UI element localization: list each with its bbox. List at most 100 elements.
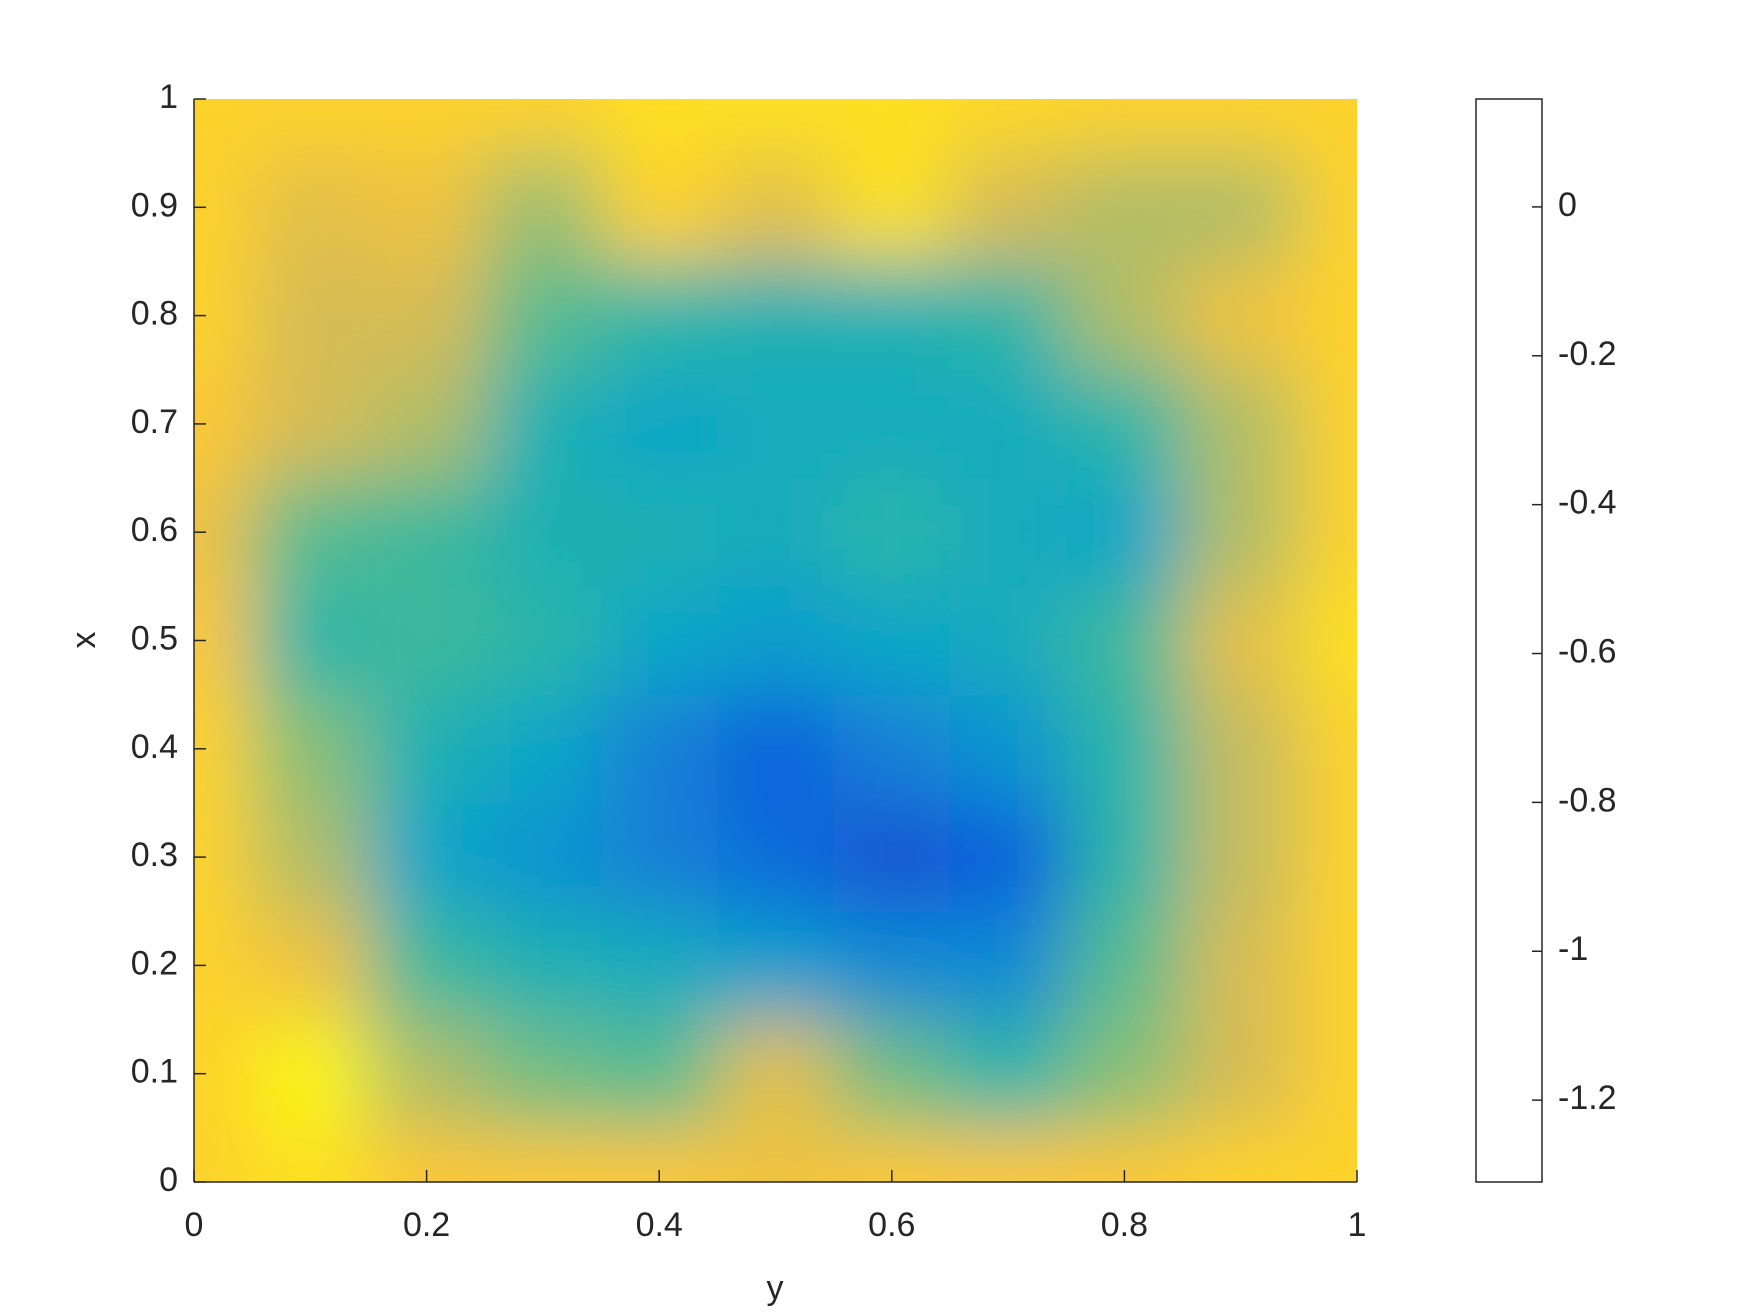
- heat-cell: [833, 153, 951, 262]
- heat-cell: [717, 802, 835, 912]
- heat-cell: [601, 694, 718, 804]
- heat-cell: [252, 99, 369, 154]
- heat-cell: [1066, 802, 1184, 912]
- heat-cell: [1066, 261, 1184, 371]
- heat-cell: [717, 911, 835, 1021]
- heat-cell: [833, 802, 951, 912]
- heat-cell: [1182, 1127, 1300, 1182]
- y-axis-label: x: [65, 632, 103, 649]
- heat-cell: [484, 1019, 602, 1129]
- heat-cell: [484, 802, 602, 912]
- heat-cell: [717, 99, 835, 154]
- y-tick-label: 0.9: [131, 186, 178, 224]
- heat-cell: [252, 261, 369, 371]
- colorbar-tick-label: -1: [1558, 930, 1588, 968]
- heat-cell: [1298, 1127, 1357, 1182]
- heat-cell: [1182, 802, 1300, 912]
- heat-cell: [368, 1019, 486, 1129]
- heat-cell: [833, 99, 951, 154]
- heat-cell: [717, 153, 835, 262]
- heat-cell: [1182, 153, 1300, 262]
- heat-cell: [949, 1019, 1067, 1129]
- heat-cell: [601, 261, 718, 371]
- x-tick-label: 1: [1348, 1206, 1367, 1244]
- colorbar-tick-label: -0.2: [1558, 335, 1617, 373]
- heat-cell: [484, 153, 602, 262]
- heat-cell: [1066, 911, 1184, 1021]
- heat-cell: [601, 802, 718, 912]
- heat-cell: [1298, 586, 1357, 696]
- y-tick-label: 0.4: [131, 728, 178, 766]
- heat-cell: [601, 153, 718, 262]
- heat-cell: [1298, 99, 1357, 154]
- heat-cell: [194, 1127, 253, 1182]
- y-tick-label: 0: [159, 1161, 178, 1199]
- y-tick-label: 1: [159, 78, 178, 116]
- heat-cell: [368, 99, 486, 154]
- heat-cell: [368, 694, 486, 804]
- heat-cell: [368, 478, 486, 587]
- heat-cell: [252, 1127, 369, 1182]
- colorbar-tick-label: -0.6: [1558, 633, 1617, 671]
- heat-cell: [368, 261, 486, 371]
- x-tick-label: 0.8: [1101, 1206, 1148, 1244]
- heat-cell: [949, 911, 1067, 1021]
- y-tick-label: 0.6: [131, 511, 178, 549]
- colorbar-tick-label: 0: [1558, 186, 1577, 224]
- heat-cell: [833, 261, 951, 371]
- heat-cell: [833, 586, 951, 696]
- y-tick-label: 0.7: [131, 403, 178, 441]
- heat-cell: [717, 694, 835, 804]
- heat-cell: [1066, 586, 1184, 696]
- heat-cell: [368, 369, 486, 479]
- heat-cell: [1182, 586, 1300, 696]
- heat-cell: [1298, 261, 1357, 371]
- heat-cell: [252, 802, 369, 912]
- heat-cell: [949, 478, 1067, 587]
- heat-cell: [484, 586, 602, 696]
- heat-cell: [601, 478, 718, 587]
- heat-cell: [484, 911, 602, 1021]
- heat-cell: [252, 369, 369, 479]
- heat-cell: [1066, 99, 1184, 154]
- heat-cell: [949, 694, 1067, 804]
- heat-cell: [717, 1019, 835, 1129]
- heat-cell: [833, 1019, 951, 1129]
- colorbar: [1475, 98, 1543, 1183]
- heat-cell: [1066, 1019, 1184, 1129]
- heat-cell: [601, 1019, 718, 1129]
- heat-cell: [717, 1127, 835, 1182]
- heat-cell: [1182, 911, 1300, 1021]
- heat-cell: [949, 369, 1067, 479]
- heat-cell: [252, 911, 369, 1021]
- heat-cell: [949, 99, 1067, 154]
- heat-cell: [949, 261, 1067, 371]
- heat-cell: [601, 586, 718, 696]
- heat-cell: [1298, 1019, 1357, 1129]
- heat-cell: [949, 153, 1067, 262]
- heat-cell: [1182, 478, 1300, 587]
- heat-cell: [717, 586, 835, 696]
- heat-cell: [1182, 261, 1300, 371]
- x-tick-label: 0.6: [868, 1206, 915, 1244]
- x-tick-label: 0.4: [636, 1206, 683, 1244]
- heat-cell: [1182, 1019, 1300, 1129]
- heat-cell: [833, 478, 951, 587]
- heat-cell: [484, 261, 602, 371]
- heat-cell: [1182, 99, 1300, 154]
- heat-cell: [1298, 478, 1357, 587]
- heat-cell: [252, 153, 369, 262]
- heat-cell: [717, 369, 835, 479]
- heat-cell: [1298, 694, 1357, 804]
- x-tick-label: 0: [185, 1206, 204, 1244]
- colorbar-tick-label: -0.8: [1558, 781, 1617, 819]
- y-tick-label: 0.3: [131, 836, 178, 874]
- heat-cell: [949, 1127, 1067, 1182]
- heat-cell: [368, 911, 486, 1021]
- y-tick-label: 0.8: [131, 295, 178, 333]
- heat-cell: [1066, 694, 1184, 804]
- heat-cell: [368, 153, 486, 262]
- heat-cell: [252, 694, 369, 804]
- heat-cell: [1298, 802, 1357, 912]
